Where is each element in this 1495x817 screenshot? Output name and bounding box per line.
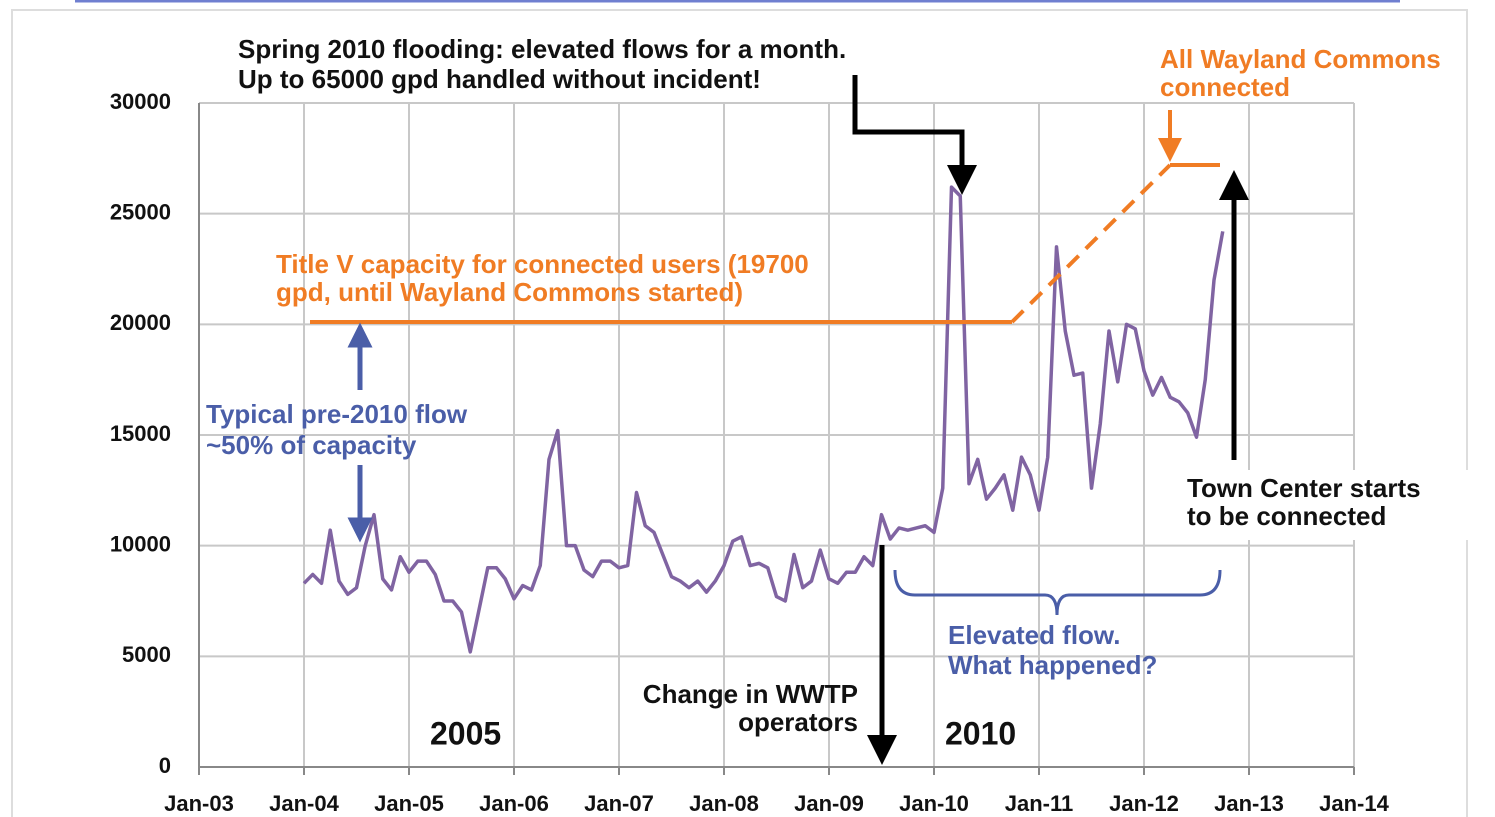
typical-note: ~50% of capacity bbox=[206, 430, 417, 460]
y-tick-label: 10000 bbox=[110, 531, 171, 556]
x-tick-label: Jan-08 bbox=[689, 791, 759, 816]
y-tick-label: 15000 bbox=[110, 421, 171, 446]
town-bg bbox=[1175, 470, 1470, 540]
flood-note: Up to 65000 gpd handled without incident… bbox=[238, 64, 761, 94]
wayland-note: All Wayland Commons bbox=[1160, 44, 1441, 74]
y-tick-label: 25000 bbox=[110, 199, 171, 224]
x-tick-label: Jan-09 bbox=[794, 791, 864, 816]
wayland-note: connected bbox=[1160, 72, 1290, 102]
flood-arrow bbox=[852, 75, 977, 195]
elevated-note: Elevated flow. bbox=[948, 620, 1120, 650]
operators-note: Change in WWTP bbox=[643, 679, 858, 709]
elevated-brace bbox=[893, 569, 1222, 616]
x-tick-label: Jan-06 bbox=[479, 791, 549, 816]
year-label: 2005 bbox=[430, 715, 501, 751]
x-tick-label: Jan-13 bbox=[1214, 791, 1284, 816]
x-tick-label: Jan-07 bbox=[584, 791, 654, 816]
y-tick-label: 5000 bbox=[122, 642, 171, 667]
operators-note: operators bbox=[738, 707, 858, 737]
typical-note: Typical pre-2010 flow bbox=[206, 399, 468, 429]
elevated-note: What happened? bbox=[948, 650, 1157, 680]
x-tick-label: Jan-12 bbox=[1109, 791, 1179, 816]
y-tick-label: 30000 bbox=[110, 89, 171, 114]
capacity-note: Title V capacity for connected users (19… bbox=[276, 249, 809, 279]
x-tick-label: Jan-10 bbox=[899, 791, 969, 816]
x-tick-label: Jan-03 bbox=[164, 791, 234, 816]
x-tick-label: Jan-05 bbox=[374, 791, 444, 816]
year-label: 2010 bbox=[945, 715, 1016, 751]
y-tick-label: 20000 bbox=[110, 310, 171, 335]
capacity-note: gpd, until Wayland Commons started) bbox=[276, 277, 743, 307]
frame bbox=[11, 9, 1468, 817]
series-line bbox=[302, 185, 1225, 654]
capacity-line bbox=[310, 163, 1220, 324]
x-tick-label: Jan-14 bbox=[1319, 791, 1389, 816]
plot bbox=[302, 185, 1225, 654]
flood-note: Spring 2010 flooding: elevated flows for… bbox=[238, 34, 846, 64]
town-note: to be connected bbox=[1187, 501, 1386, 531]
town-note: Town Center starts bbox=[1187, 473, 1421, 503]
x-tick-label: Jan-11 bbox=[1005, 791, 1074, 816]
y-tick-label: 0 bbox=[159, 753, 171, 778]
grid: 0 5000 10000 15000 20000 25000 30000 Jan-03 Jan-… bbox=[110, 89, 1390, 816]
x-tick-label: Jan-04 bbox=[269, 791, 339, 816]
